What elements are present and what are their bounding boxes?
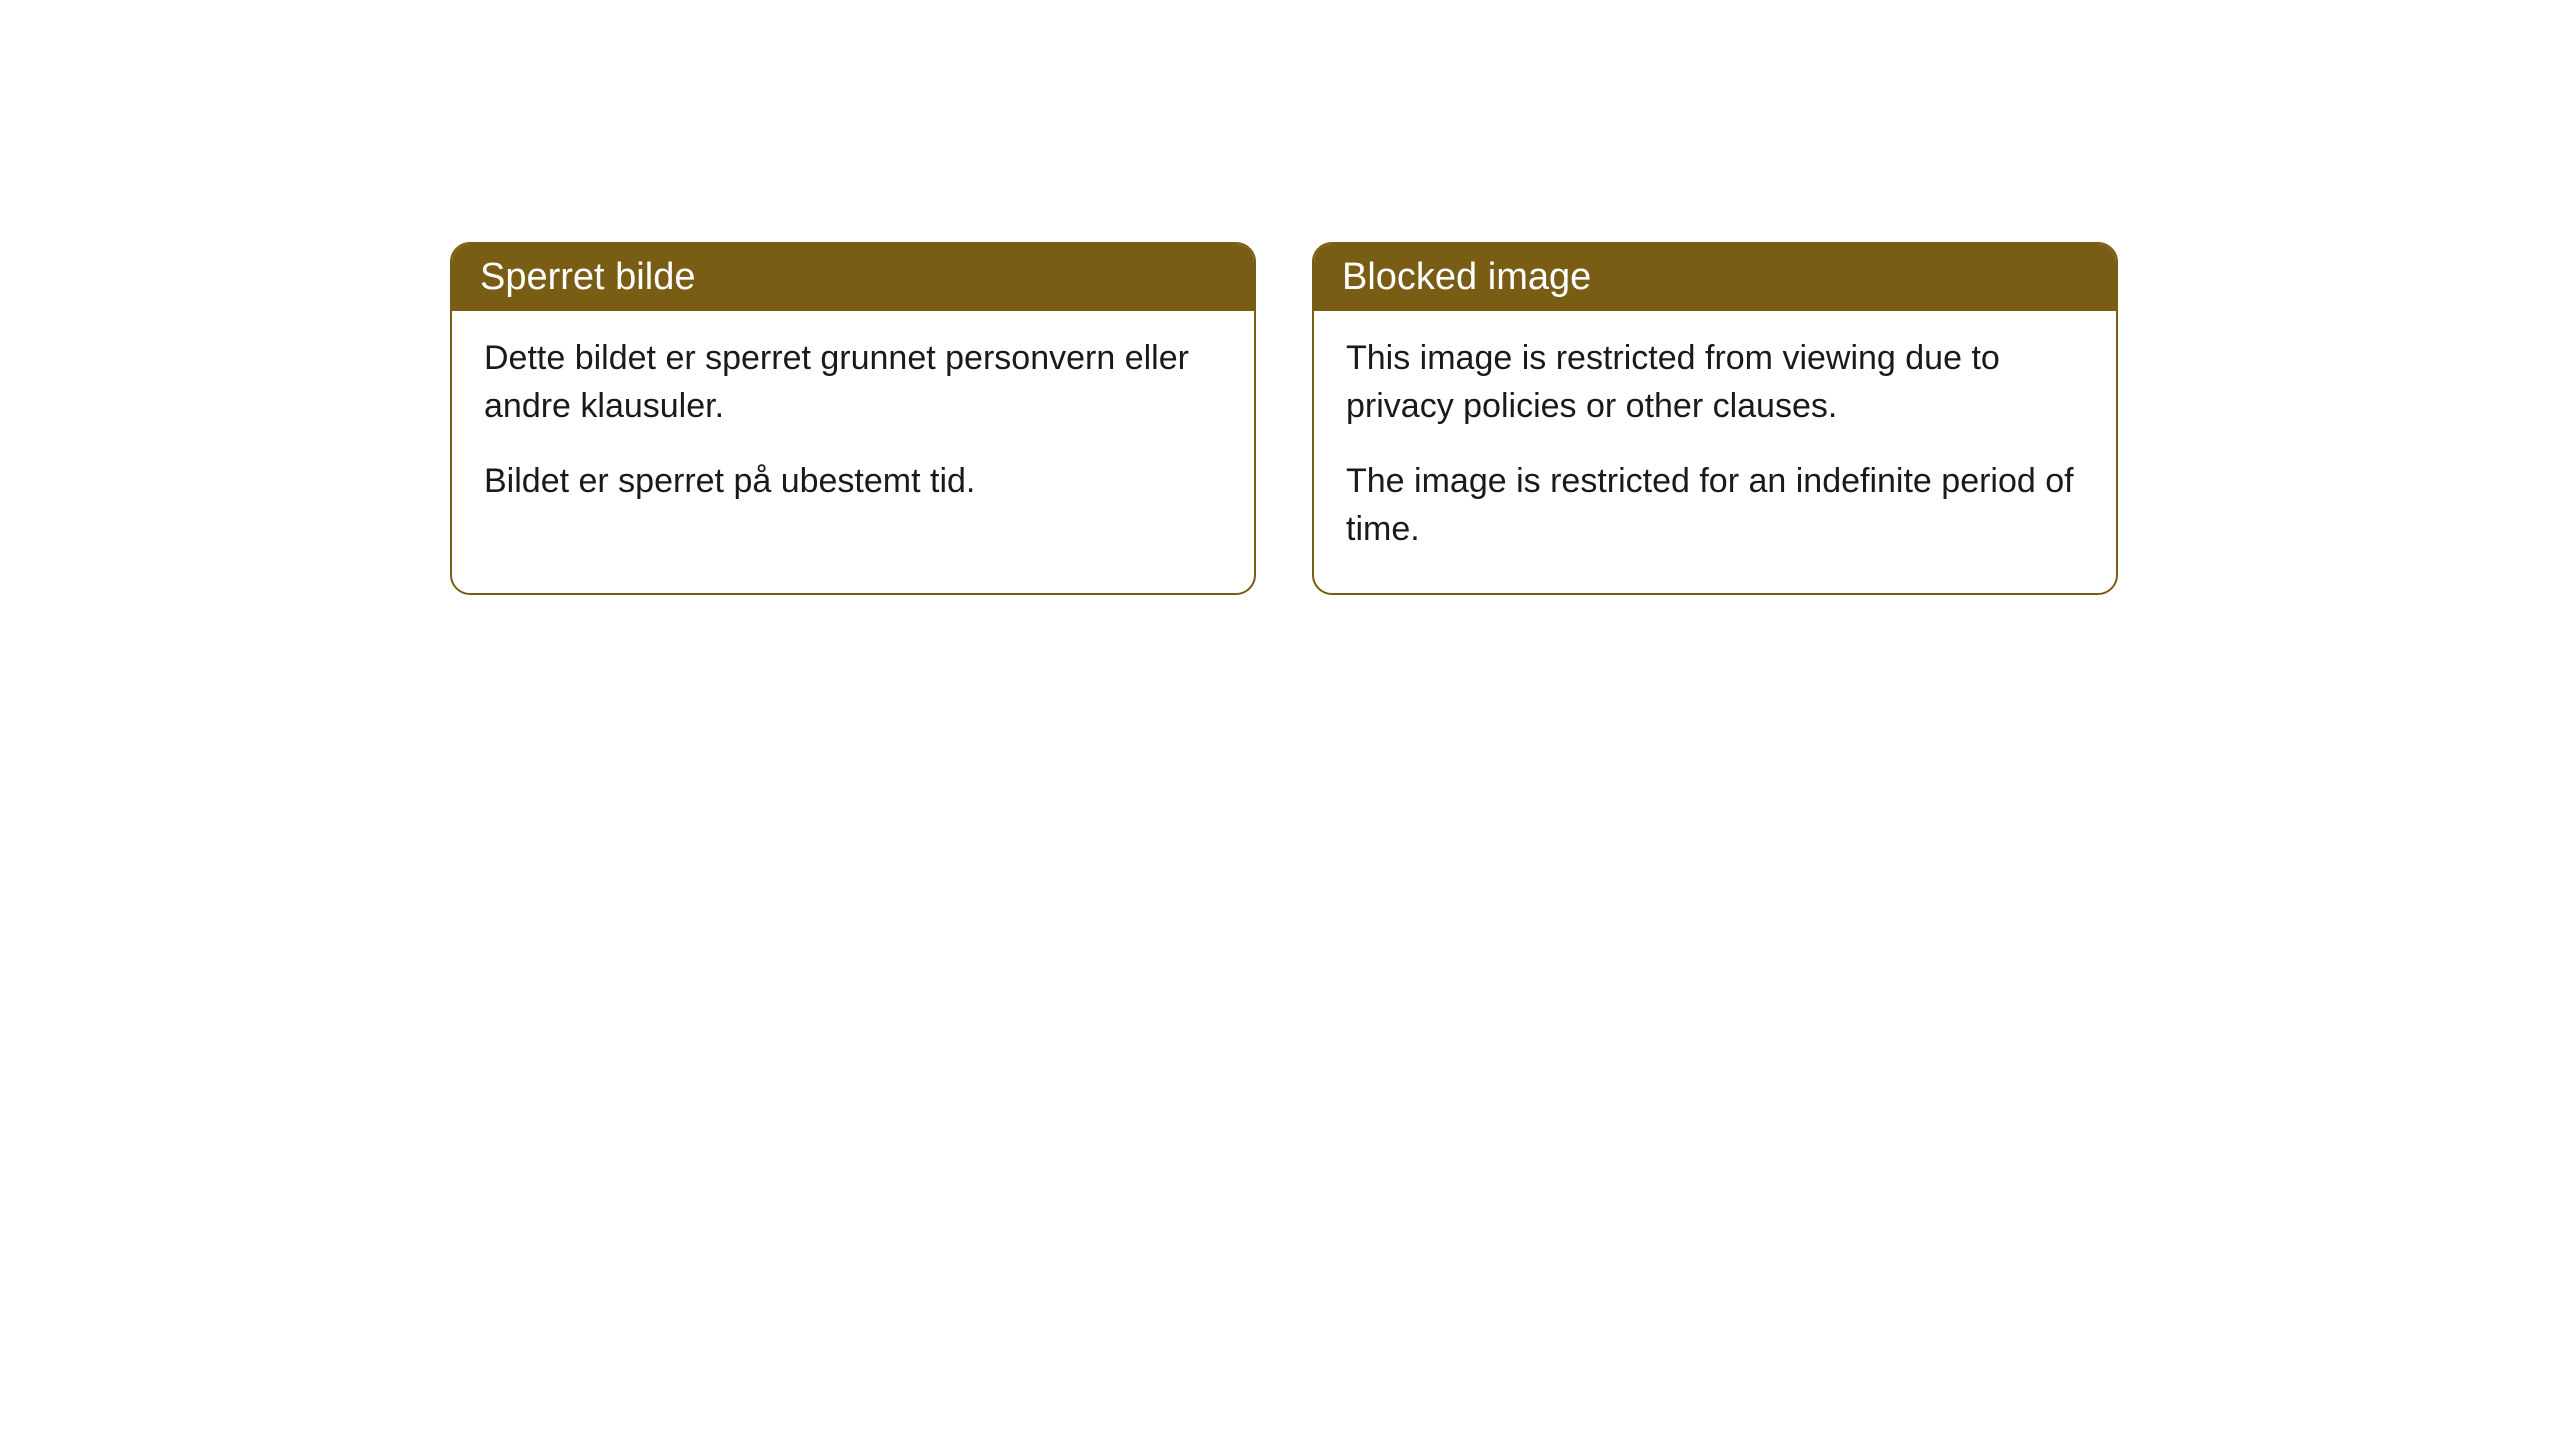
card-body: Dette bildet er sperret grunnet personve… <box>452 311 1254 546</box>
card-paragraph: The image is restricted for an indefinit… <box>1346 458 2084 553</box>
notice-card-english: Blocked image This image is restricted f… <box>1312 242 2118 595</box>
card-title: Sperret bilde <box>480 256 695 298</box>
card-paragraph: This image is restricted from viewing du… <box>1346 335 2084 430</box>
notice-card-norwegian: Sperret bilde Dette bildet er sperret gr… <box>450 242 1256 595</box>
notice-cards-container: Sperret bilde Dette bildet er sperret gr… <box>450 242 2118 595</box>
card-header: Blocked image <box>1314 244 2116 311</box>
card-title: Blocked image <box>1342 256 1591 298</box>
card-paragraph: Dette bildet er sperret grunnet personve… <box>484 335 1222 430</box>
card-body: This image is restricted from viewing du… <box>1314 311 2116 593</box>
card-paragraph: Bildet er sperret på ubestemt tid. <box>484 458 1222 506</box>
card-header: Sperret bilde <box>452 244 1254 311</box>
